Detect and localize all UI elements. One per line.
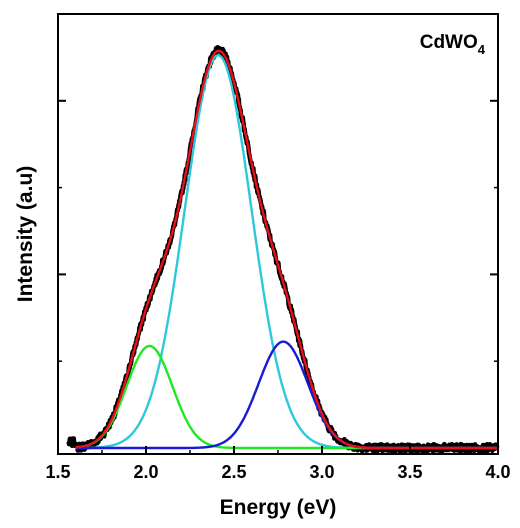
x-tick-label: 2.0	[133, 462, 158, 482]
fit-curve	[75, 49, 498, 450]
component-curve	[75, 54, 498, 450]
series-layer	[66, 45, 500, 455]
compound-main: CdWO	[420, 32, 478, 53]
compound-annotation: CdWO4	[420, 32, 486, 57]
compound-subscript: 4	[478, 42, 486, 57]
x-tick-label: 3.0	[309, 462, 334, 482]
x-tick-label: 4.0	[485, 462, 510, 482]
y-axis-label: Intensity (a.u)	[14, 166, 37, 303]
x-tick-label: 3.5	[397, 462, 422, 482]
tick-layer: 1.5 2.0 2.5 3.0 3.5 4.0	[45, 99, 511, 482]
x-axis-label: Energy (eV)	[220, 496, 337, 519]
x-tick-label: 2.5	[221, 462, 246, 482]
x-tick-label: 1.5	[45, 462, 70, 482]
